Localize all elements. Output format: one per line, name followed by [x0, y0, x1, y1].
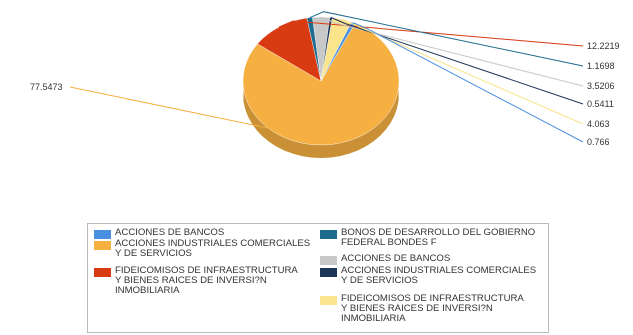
leader-line [278, 20, 584, 47]
legend-item[interactable]: BONOS DE DESARROLLO DEL GOBIERNO FEDERAL… [320, 228, 535, 248]
leader-line [309, 11, 584, 67]
leader-line [321, 16, 584, 87]
pie-chart: 77.5473 12.2219 1.1698 3.5206 0.5411 4.063 0.7… [30, 11, 620, 158]
leader-line [69, 86, 341, 144]
pie-depth-layer [243, 87, 399, 158]
legend-label: ACCIONES DE BANCOS [115, 227, 225, 238]
pie-slices [242, 16, 400, 146]
legend-swatch [94, 268, 111, 277]
legend-label: FIDEICOMISOS DE INFRAESTRUCTURA Y BIENES… [115, 265, 298, 296]
data-label: 3.5206 [587, 81, 615, 91]
data-label: 1.1698 [587, 61, 615, 71]
legend-item[interactable]: ACCIONES DE BANCOS [94, 228, 224, 239]
leader-line [330, 17, 584, 105]
pie-slice[interactable] [242, 23, 400, 146]
legend-item[interactable]: FIDEICOMISOS DE INFRAESTRUCTURA Y BIENES… [320, 294, 524, 324]
data-label: 4.063 [587, 119, 610, 129]
leader-lines [69, 11, 584, 144]
legend-swatch [320, 230, 337, 239]
legend-swatch [94, 241, 111, 250]
data-label: 77.5473 [30, 82, 63, 92]
legend-label: FIDEICOMISOS DE INFRAESTRUCTURA Y BIENES… [341, 293, 524, 324]
legend-label: ACCIONES DE BANCOS [341, 253, 451, 264]
legend-swatch [94, 230, 111, 239]
legend-label: ACCIONES INDUSTRIALES COMERCIALES Y DE S… [115, 238, 311, 259]
data-label: 12.2219 [587, 41, 620, 51]
legend-item[interactable]: ACCIONES DE BANCOS [320, 254, 450, 265]
pie-slice-side [243, 87, 399, 158]
legend-swatch [320, 256, 337, 265]
legend-label: ACCIONES INDUSTRIALES COMERCIALES Y DE S… [341, 265, 537, 286]
data-label: 0.5411 [587, 99, 614, 109]
data-labels: 77.5473 12.2219 1.1698 3.5206 0.5411 4.063 0.7… [30, 41, 620, 147]
leader-line [353, 22, 584, 143]
legend-swatch [320, 296, 337, 305]
legend-item[interactable]: FIDEICOMISOS DE INFRAESTRUCTURA Y BIENES… [94, 266, 298, 296]
leader-line [342, 18, 584, 125]
legend-label: BONOS DE DESARROLLO DEL GOBIERNO FEDERAL… [341, 227, 536, 248]
chart-legend: ACCIONES DE BANCOS BONOS DE DESARROLLO D… [87, 223, 549, 333]
legend-swatch [320, 268, 337, 277]
legend-item[interactable]: ACCIONES INDUSTRIALES COMERCIALES Y DE S… [94, 239, 310, 259]
data-label: 0.766 [587, 137, 610, 147]
legend-item[interactable]: ACCIONES INDUSTRIALES COMERCIALES Y DE S… [320, 266, 536, 286]
